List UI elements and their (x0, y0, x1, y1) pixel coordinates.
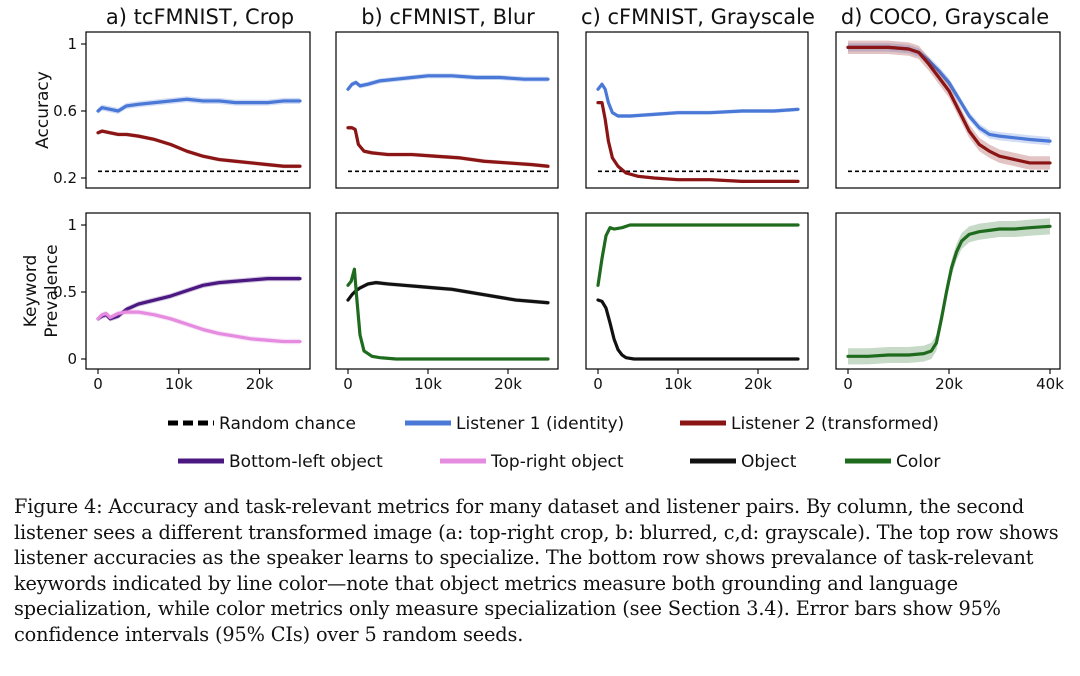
series-line (596, 82, 800, 118)
y-tick-label: 1 (67, 35, 77, 53)
series-top-right-object (96, 309, 302, 345)
panel-3: c) cFMNIST, Grayscale (581, 5, 815, 189)
series-line (846, 224, 1052, 358)
x-tick-label: 0 (93, 375, 103, 393)
x-tick-label: 10k (414, 375, 442, 393)
figure-4: a) tcFMNIST, Crop 0.2 0.6 1 Accuracy b) cFMNI… (21, 5, 1064, 472)
series-line (596, 223, 800, 287)
legend-item-object: Object (690, 452, 797, 472)
x-tick-label: 10k (165, 375, 193, 393)
legend-item-bottom-left-object: Bottom-left object (178, 452, 383, 472)
panel-frame (835, 31, 1061, 189)
series-listener-2-transformed (846, 40, 1052, 170)
figure-caption: Figure 4: Accuracy and task-relevant met… (14, 495, 1059, 646)
series-listener-2-transformed (96, 129, 302, 169)
confidence-band (848, 218, 1050, 365)
x-tick-label: 20k (744, 375, 772, 393)
legend-label: Random chance (219, 414, 356, 434)
series-listener-2-transformed (596, 100, 800, 184)
series-line (96, 97, 302, 113)
legend-item-top-right-object: Top-right object (440, 452, 624, 472)
x-tick-label: 0 (843, 375, 853, 393)
panel-title: c) cFMNIST, Grayscale (581, 5, 815, 29)
panel-frame (335, 31, 559, 189)
series-line (846, 45, 1052, 165)
confidence-band (348, 280, 548, 305)
legend-label: Listener 2 (transformed) (731, 414, 939, 434)
x-tick-label: 20k (935, 375, 963, 393)
legend-item-color: Color (845, 452, 940, 472)
panel-7: 0 10k 20k (585, 212, 809, 393)
legend: Random chance Listener 1 (identity) Listen… (168, 414, 940, 472)
panel-6: 0 10k 20k (335, 212, 559, 393)
y-tick-label: 0.5 (53, 283, 77, 301)
series-color (346, 267, 550, 361)
x-tick-label: 10k (664, 375, 692, 393)
confidence-band (848, 40, 1050, 170)
series-color (596, 223, 800, 287)
series-line (596, 101, 800, 183)
legend-label: Color (896, 452, 940, 472)
panel-title: a) tcFMNIST, Crop (106, 5, 294, 29)
legend-label: Bottom-left object (229, 452, 383, 472)
series-listener-1-identity (96, 96, 302, 115)
panel-5: 0 0.5 1 0 10k 20k KeywordPrevalence (21, 212, 311, 393)
x-tick-label: 40k (1036, 375, 1064, 393)
panel-frame (85, 212, 311, 370)
x-tick-label: 20k (494, 375, 522, 393)
panel-4: d) COCO, Grayscale (835, 5, 1061, 189)
y-axis-label: KeywordPrevalence (21, 244, 62, 337)
legend-label: Listener 1 (identity) (456, 414, 624, 434)
legend-item-random-chance: Random chance (168, 414, 356, 434)
panel-title: b) cFMNIST, Blur (361, 5, 535, 29)
series-listener-1-identity (346, 73, 550, 92)
chart-panels: a) tcFMNIST, Crop 0.2 0.6 1 Accuracy b) cFMNI… (21, 5, 1064, 393)
legend-label: Top-right object (490, 452, 624, 472)
legend-item-listener-2-transformed: Listener 2 (transformed) (680, 414, 939, 434)
confidence-band (598, 223, 798, 287)
panel-2: b) cFMNIST, Blur (335, 5, 559, 189)
y-axis-label: Accuracy (33, 71, 53, 149)
y-tick-label: 1 (67, 216, 77, 234)
y-tick-label: 0 (67, 350, 77, 368)
x-tick-label: 0 (593, 375, 603, 393)
panel-8: 0 20k 40k (835, 212, 1064, 393)
confidence-band (98, 96, 300, 115)
x-tick-label: 20k (246, 375, 274, 393)
series-line (96, 129, 302, 168)
series-object (596, 298, 800, 361)
panel-1: a) tcFMNIST, Crop 0.2 0.6 1 Accuracy (33, 5, 311, 189)
series-line (96, 310, 302, 344)
panel-frame (85, 31, 311, 189)
panel-frame (585, 212, 809, 370)
series-color (846, 218, 1052, 365)
series-line (346, 281, 550, 305)
panel-frame (335, 212, 559, 370)
series-listener-1-identity (596, 82, 800, 119)
legend-item-listener-1-identity: Listener 1 (identity) (405, 414, 624, 434)
series-line (346, 126, 550, 168)
series-object (346, 280, 550, 305)
series-line (346, 267, 550, 361)
confidence-band (598, 298, 798, 361)
x-tick-label: 0 (343, 375, 353, 393)
legend-label: Object (741, 452, 797, 472)
series-line (596, 298, 800, 361)
panel-title: d) COCO, Grayscale (841, 5, 1049, 29)
panel-frame (585, 31, 809, 189)
panel-frame (835, 212, 1061, 370)
series-line (346, 74, 550, 91)
y-tick-label: 0.6 (53, 102, 77, 120)
confidence-band (598, 82, 798, 119)
y-tick-label: 0.2 (53, 169, 77, 187)
series-listener-2-transformed (346, 125, 550, 169)
confidence-band (348, 125, 548, 169)
